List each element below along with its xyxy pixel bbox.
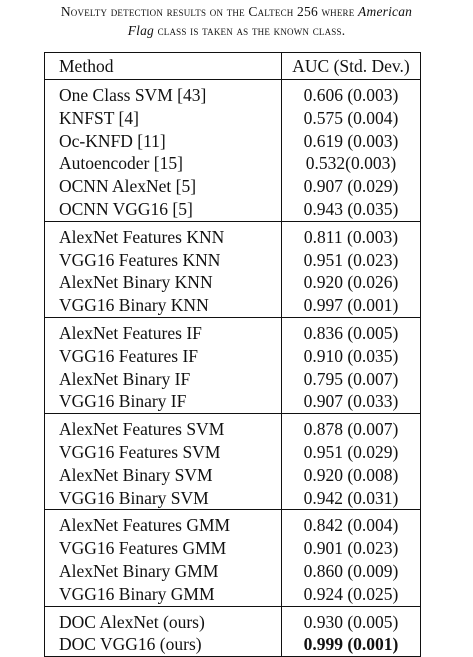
- table-row: VGG16 Features IF 0.910 (0.035): [44, 344, 421, 368]
- method-cell: VGG16 Features IF: [44, 344, 282, 368]
- table-row: AlexNet Features SVM 0.878 (0.007): [44, 418, 421, 441]
- method-cell: VGG16 Features SVM: [44, 440, 282, 464]
- auc-cell: 0.860 (0.009): [281, 559, 421, 583]
- method-cell: DOC VGG16 (ours): [44, 633, 282, 657]
- spacer-cell: [281, 413, 421, 419]
- auc-cell: 0.951 (0.029): [281, 440, 421, 464]
- table-row: AlexNet Binary KNN 0.920 (0.026): [44, 271, 421, 295]
- table-row: VGG16 Features GMM 0.901 (0.023): [44, 537, 421, 560]
- table-caption: Novelty detection results on the Caltech…: [0, 2, 473, 40]
- best-result: 0.999 (0.001): [303, 634, 399, 655]
- auc-cell: 0.878 (0.007): [281, 418, 421, 441]
- column-header-auc: AUC (Std. Dev.): [281, 52, 421, 80]
- method-cell: VGG16 Features KNN: [44, 248, 282, 272]
- method-cell: AlexNet Features SVM: [44, 418, 282, 441]
- group-separator: [44, 317, 421, 322]
- method-cell: VGG16 Features GMM: [44, 537, 282, 560]
- method-cell: AlexNet Binary SVM: [44, 463, 282, 487]
- method-cell: Autoencoder [15]: [44, 152, 282, 176]
- method-cell: AlexNet Features GMM: [44, 514, 282, 538]
- column-header-method: Method: [44, 52, 282, 80]
- table-row: AlexNet Binary IF 0.795 (0.007): [44, 367, 421, 391]
- table-row: DOC AlexNet (ours) 0.930 (0.005): [44, 610, 421, 634]
- caption-text-1: Novelty detection results on the Caltech…: [60, 4, 359, 19]
- table-row: AlexNet Binary SVM 0.920 (0.008): [44, 463, 421, 487]
- method-cell: VGG16 Binary IF: [44, 390, 282, 414]
- caption-class-name-1: American: [358, 4, 413, 19]
- group-separator: [44, 79, 421, 84]
- auc-cell: 0.930 (0.005): [281, 610, 421, 634]
- table-row: VGG16 Features SVM 0.951 (0.029): [44, 440, 421, 464]
- method-cell: One Class SVM [43]: [44, 84, 282, 107]
- spacer-cell: [281, 317, 421, 322]
- caption-text-2: class is taken as the known class.: [154, 23, 346, 38]
- group-separator: [44, 413, 421, 419]
- method-cell: DOC AlexNet (ours): [44, 610, 282, 634]
- auc-cell: 0.532(0.003): [281, 152, 421, 176]
- auc-cell: 0.920 (0.026): [281, 271, 421, 295]
- table-row: VGG16 Binary IF 0.907 (0.033): [44, 390, 421, 414]
- table-row: AlexNet Binary GMM 0.860 (0.009): [44, 559, 421, 583]
- method-cell: VGG16 Binary KNN: [44, 294, 282, 318]
- method-cell: OCNN VGG16 [5]: [44, 197, 282, 222]
- table-row: VGG16 Features KNN 0.951 (0.023): [44, 248, 421, 272]
- table-row: DOC VGG16 (ours) 0.999 (0.001): [44, 633, 421, 657]
- auc-cell: 0.811 (0.003): [281, 225, 421, 249]
- auc-cell: 0.901 (0.023): [281, 537, 421, 560]
- method-cell: AlexNet Binary IF: [44, 367, 282, 391]
- spacer-cell: [281, 79, 421, 84]
- table-row: Autoencoder [15] 0.532(0.003): [44, 152, 421, 176]
- auc-cell: 0.997 (0.001): [281, 294, 421, 318]
- table-row: OCNN AlexNet [5] 0.907 (0.029): [44, 175, 421, 198]
- auc-cell: 0.836 (0.005): [281, 321, 421, 345]
- method-cell: KNFST [4]: [44, 106, 282, 130]
- table-row: AlexNet Features KNN 0.811 (0.003): [44, 225, 421, 249]
- table-row: AlexNet Features GMM 0.842 (0.004): [44, 514, 421, 538]
- auc-cell: 0.619 (0.003): [281, 129, 421, 153]
- table-row: OCNN VGG16 [5] 0.943 (0.035): [44, 197, 421, 222]
- method-cell: AlexNet Binary GMM: [44, 559, 282, 583]
- table-row: VGG16 Binary GMM 0.924 (0.025): [44, 582, 421, 607]
- table-row: KNFST [4] 0.575 (0.004): [44, 106, 421, 130]
- results-table: Method AUC (Std. Dev.) One Class SVM [43…: [44, 52, 421, 657]
- auc-cell: 0.795 (0.007): [281, 367, 421, 391]
- method-cell: OCNN AlexNet [5]: [44, 175, 282, 198]
- group-separator: [44, 220, 421, 226]
- method-cell: AlexNet Binary KNN: [44, 271, 282, 295]
- auc-cell: 0.999 (0.001): [281, 633, 421, 657]
- auc-cell: 0.924 (0.025): [281, 582, 421, 607]
- group-separator: [44, 509, 421, 515]
- spacer-cell: [281, 220, 421, 226]
- auc-cell: 0.575 (0.004): [281, 106, 421, 130]
- results-body: One Class SVM [43] 0.606 (0.003) KNFST [4]…: [44, 79, 421, 657]
- method-cell: AlexNet Features KNN: [44, 225, 282, 249]
- method-cell: VGG16 Binary SVM: [44, 486, 282, 510]
- method-cell: VGG16 Binary GMM: [44, 582, 282, 607]
- table-row: One Class SVM [43] 0.606 (0.003): [44, 84, 421, 107]
- header-row: Method AUC (Std. Dev.): [44, 52, 421, 80]
- table-row: Oc-KNFD [11] 0.619 (0.003): [44, 129, 421, 153]
- auc-cell: 0.606 (0.003): [281, 84, 421, 107]
- table-row: VGG16 Binary KNN 0.997 (0.001): [44, 294, 421, 318]
- auc-cell: 0.907 (0.029): [281, 175, 421, 198]
- spacer-cell: [281, 509, 421, 515]
- auc-cell: 0.907 (0.033): [281, 390, 421, 414]
- method-cell: Oc-KNFD [11]: [44, 129, 282, 153]
- auc-cell: 0.842 (0.004): [281, 514, 421, 538]
- auc-cell: 0.951 (0.023): [281, 248, 421, 272]
- table-row: AlexNet Features IF 0.836 (0.005): [44, 321, 421, 345]
- caption-line-1: Novelty detection results on the Caltech…: [0, 2, 473, 21]
- auc-cell: 0.910 (0.035): [281, 344, 421, 368]
- auc-cell: 0.942 (0.031): [281, 486, 421, 510]
- table-row: VGG16 Binary SVM 0.942 (0.031): [44, 486, 421, 510]
- caption-line-2: Flag class is taken as the known class.: [0, 21, 473, 40]
- auc-cell: 0.920 (0.008): [281, 463, 421, 487]
- auc-cell: 0.943 (0.035): [281, 197, 421, 222]
- caption-class-name-2: Flag: [127, 23, 154, 38]
- method-cell: AlexNet Features IF: [44, 321, 282, 345]
